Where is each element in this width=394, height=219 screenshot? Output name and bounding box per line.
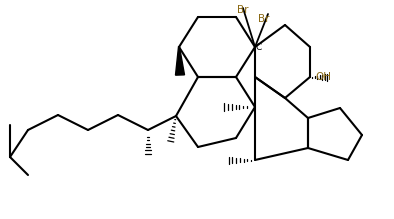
Text: Br: Br	[237, 5, 249, 15]
Polygon shape	[175, 47, 184, 75]
Text: Br: Br	[258, 14, 269, 24]
Text: OH: OH	[315, 72, 331, 82]
Text: C: C	[256, 44, 262, 53]
